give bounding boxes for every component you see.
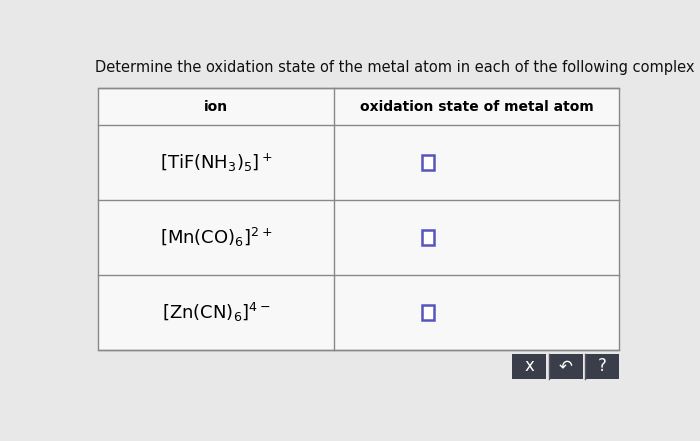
Bar	[98, 88, 620, 350]
Text: Determine the oxidation state of the metal atom in each of the following complex: Determine the oxidation state of the met…	[95, 60, 700, 75]
Bar	[512, 354, 546, 379]
Bar	[549, 354, 582, 379]
Bar	[422, 305, 434, 320]
Text: ↶: ↶	[559, 357, 573, 375]
Text: ion: ion	[204, 100, 228, 114]
Text: $\left[\mathrm{Mn}\left(\mathrm{CO}\right)_{6}\right]^{2+}$: $\left[\mathrm{Mn}\left(\mathrm{CO}\righ…	[160, 226, 272, 249]
Bar	[422, 230, 434, 246]
Bar	[422, 155, 434, 171]
Text: x: x	[524, 357, 534, 375]
Text: $\left[\mathrm{Zn}\left(\mathrm{CN}\right)_{6}\right]^{4-}$: $\left[\mathrm{Zn}\left(\mathrm{CN}\righ…	[162, 301, 270, 324]
Text: oxidation state of metal atom: oxidation state of metal atom	[360, 100, 594, 114]
Text: $\left[\mathrm{TiF}\left(\mathrm{NH_3}\right)_{5}\right]^+$: $\left[\mathrm{TiF}\left(\mathrm{NH_3}\r…	[160, 152, 272, 174]
Text: ?: ?	[598, 357, 606, 375]
Bar	[585, 354, 619, 379]
